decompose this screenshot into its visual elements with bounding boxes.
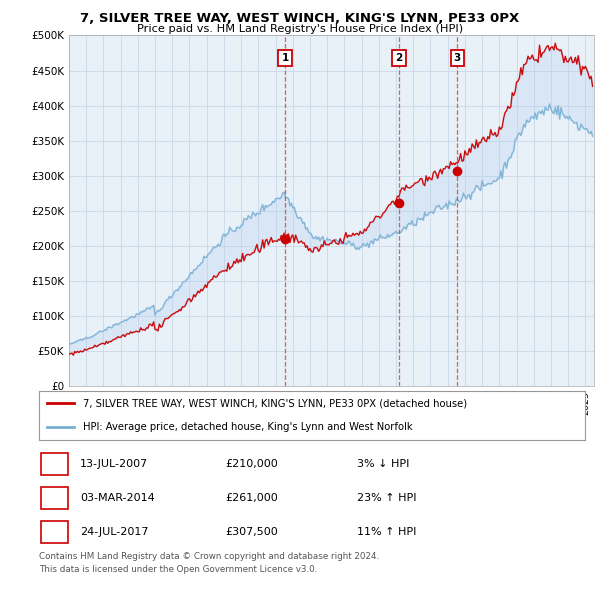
Text: 03-MAR-2014: 03-MAR-2014 xyxy=(80,493,155,503)
Text: HPI: Average price, detached house, King's Lynn and West Norfolk: HPI: Average price, detached house, King… xyxy=(83,422,412,432)
Text: 2: 2 xyxy=(395,53,403,63)
Text: 2: 2 xyxy=(51,491,59,504)
Text: This data is licensed under the Open Government Licence v3.0.: This data is licensed under the Open Gov… xyxy=(39,565,317,574)
Text: 7, SILVER TREE WAY, WEST WINCH, KING'S LYNN, PE33 0PX (detached house): 7, SILVER TREE WAY, WEST WINCH, KING'S L… xyxy=(83,398,467,408)
Text: 13-JUL-2007: 13-JUL-2007 xyxy=(80,459,148,468)
Text: £261,000: £261,000 xyxy=(225,493,278,503)
Text: 24-JUL-2017: 24-JUL-2017 xyxy=(80,527,148,537)
Text: 11% ↑ HPI: 11% ↑ HPI xyxy=(357,527,416,537)
Text: 1: 1 xyxy=(281,53,289,63)
Text: Price paid vs. HM Land Registry's House Price Index (HPI): Price paid vs. HM Land Registry's House … xyxy=(137,24,463,34)
Text: 3: 3 xyxy=(51,526,59,539)
Text: 3% ↓ HPI: 3% ↓ HPI xyxy=(357,459,409,468)
Text: 7, SILVER TREE WAY, WEST WINCH, KING'S LYNN, PE33 0PX: 7, SILVER TREE WAY, WEST WINCH, KING'S L… xyxy=(80,12,520,25)
Text: £210,000: £210,000 xyxy=(225,459,278,468)
Text: Contains HM Land Registry data © Crown copyright and database right 2024.: Contains HM Land Registry data © Crown c… xyxy=(39,552,379,561)
Text: 3: 3 xyxy=(454,53,461,63)
Text: £307,500: £307,500 xyxy=(225,527,278,537)
Text: 1: 1 xyxy=(51,457,59,470)
Text: 23% ↑ HPI: 23% ↑ HPI xyxy=(357,493,416,503)
